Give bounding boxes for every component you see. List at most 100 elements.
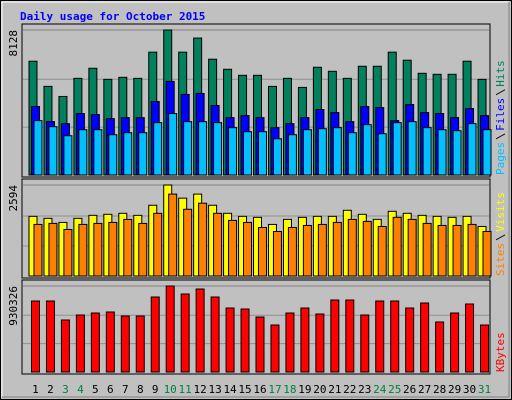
bar — [225, 307, 235, 373]
bar — [180, 293, 190, 373]
bar — [420, 302, 430, 373]
bar — [63, 135, 73, 176]
bar — [302, 129, 312, 176]
x-tick-label: 4 — [77, 383, 84, 396]
bar — [437, 129, 447, 176]
x-tick-label: 11 — [179, 383, 192, 396]
bar — [243, 131, 253, 176]
bar — [33, 223, 43, 277]
y-tick-label: 930326 — [7, 286, 20, 326]
x-tick-label: 20 — [313, 383, 326, 396]
bar — [123, 132, 133, 176]
bar — [123, 218, 133, 277]
bar — [105, 311, 115, 373]
x-tick-label: 26 — [403, 383, 416, 396]
bar — [452, 224, 462, 277]
bar — [392, 216, 402, 277]
bar — [272, 231, 282, 277]
x-tick-label: 24 — [373, 383, 387, 396]
bar — [63, 228, 73, 277]
bar — [375, 300, 385, 373]
x-tick-label: 8 — [137, 383, 144, 396]
bar — [45, 300, 55, 373]
bar — [422, 127, 432, 176]
bar — [210, 296, 220, 373]
bar — [287, 226, 297, 277]
x-tick-label: 7 — [122, 383, 129, 396]
x-tick-label: 5 — [92, 383, 99, 396]
x-tick-label: 21 — [328, 383, 341, 396]
bar — [287, 134, 297, 176]
bar — [75, 314, 85, 373]
x-tick-label: 10 — [164, 383, 177, 396]
x-tick-label: 2 — [47, 383, 54, 396]
bar — [168, 113, 178, 176]
x-tick-label: 31 — [478, 383, 491, 396]
bar — [255, 316, 265, 373]
bar — [243, 221, 253, 277]
y-tick-label: 2594 — [7, 185, 20, 212]
bar — [362, 124, 372, 176]
bar — [168, 193, 178, 277]
bar — [300, 307, 310, 373]
bar — [285, 312, 295, 373]
bar — [33, 120, 43, 176]
bar — [78, 223, 88, 277]
x-tick-label: 17 — [268, 383, 281, 396]
bar — [257, 226, 267, 277]
bar — [377, 133, 387, 176]
bar — [377, 225, 387, 277]
legend-label: Sites — [494, 243, 507, 276]
x-tick-label: 14 — [223, 383, 237, 396]
bar — [165, 285, 175, 373]
legend-label: Hits — [494, 60, 507, 87]
bar — [120, 315, 130, 373]
legend-separator — [495, 133, 506, 140]
x-tick-label: 27 — [418, 383, 431, 396]
bar — [360, 314, 370, 373]
bar — [317, 223, 327, 277]
bar — [183, 208, 193, 277]
bar — [435, 321, 445, 373]
bar — [198, 202, 208, 277]
bar — [465, 303, 475, 373]
bar — [108, 134, 118, 176]
x-tick-label: 6 — [107, 383, 114, 396]
bar — [213, 122, 223, 176]
bar — [30, 300, 40, 373]
bar — [407, 218, 417, 277]
y-tick-label: 8128 — [7, 30, 20, 57]
bar — [317, 128, 327, 176]
x-tick-label: 25 — [388, 383, 401, 396]
bar — [437, 224, 447, 277]
bar — [153, 122, 163, 176]
bar — [407, 121, 417, 176]
bar — [78, 129, 88, 176]
x-tick-label: 28 — [433, 383, 446, 396]
bar — [150, 296, 160, 373]
bar — [213, 212, 223, 277]
bar — [228, 219, 238, 277]
bar — [405, 307, 415, 373]
x-tick-label: 19 — [298, 383, 311, 396]
x-tick-label: 13 — [208, 383, 221, 396]
bar — [480, 324, 490, 373]
bar — [90, 312, 100, 373]
bar — [452, 130, 462, 176]
bar — [315, 313, 325, 373]
bar — [153, 212, 163, 277]
bar — [422, 222, 432, 277]
legend-label: Files — [494, 98, 507, 131]
x-tick-label: 22 — [343, 383, 356, 396]
bar — [135, 315, 145, 373]
bar — [228, 127, 238, 176]
bar — [362, 220, 372, 277]
legend-separator — [495, 234, 506, 241]
bar — [390, 300, 400, 373]
bar — [467, 123, 477, 176]
bar — [240, 308, 250, 373]
bar — [198, 121, 208, 176]
